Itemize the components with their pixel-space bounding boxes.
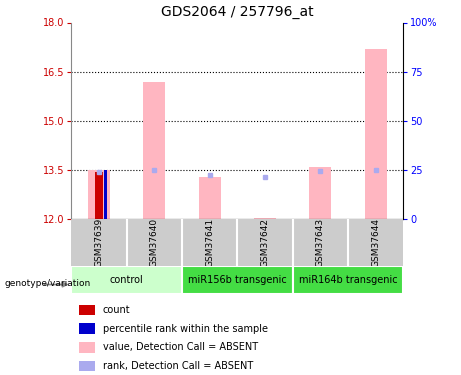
Text: miR156b transgenic: miR156b transgenic bbox=[188, 275, 287, 285]
Text: miR164b transgenic: miR164b transgenic bbox=[299, 275, 397, 285]
Text: value, Detection Call = ABSENT: value, Detection Call = ABSENT bbox=[103, 342, 258, 352]
Bar bbox=[309, 167, 331, 219]
Text: percentile rank within the sample: percentile rank within the sample bbox=[103, 324, 268, 333]
Text: rank, Detection Call = ABSENT: rank, Detection Call = ABSENT bbox=[103, 361, 253, 371]
Text: control: control bbox=[110, 275, 144, 285]
Bar bbox=[199, 177, 221, 219]
Bar bbox=[182, 266, 293, 294]
Text: GSM37642: GSM37642 bbox=[260, 218, 270, 267]
Text: GSM37639: GSM37639 bbox=[95, 218, 104, 267]
Bar bbox=[143, 82, 165, 219]
Bar bbox=[365, 49, 387, 219]
Text: GSM37644: GSM37644 bbox=[371, 218, 380, 267]
Bar bbox=[104, 170, 107, 219]
Text: genotype/variation: genotype/variation bbox=[5, 279, 91, 288]
Bar bbox=[88, 170, 110, 219]
Bar bbox=[79, 323, 95, 334]
Bar bbox=[79, 304, 95, 315]
Bar bbox=[95, 172, 103, 219]
Title: GDS2064 / 257796_at: GDS2064 / 257796_at bbox=[161, 5, 314, 19]
Text: GSM37643: GSM37643 bbox=[316, 218, 325, 267]
Text: GSM37641: GSM37641 bbox=[205, 218, 214, 267]
Bar bbox=[293, 266, 403, 294]
Bar bbox=[79, 342, 95, 352]
Bar bbox=[254, 218, 276, 219]
Bar bbox=[79, 361, 95, 371]
Bar bbox=[71, 266, 182, 294]
Text: count: count bbox=[103, 305, 130, 315]
Text: GSM37640: GSM37640 bbox=[150, 218, 159, 267]
